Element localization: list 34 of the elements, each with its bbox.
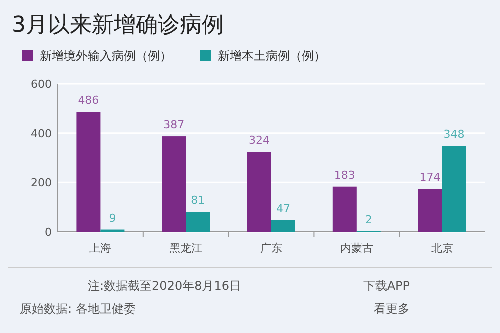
x-tick-label: 内蒙古 <box>340 242 374 255</box>
text: 注:数据截至2020年8月16日 <box>88 279 242 293</box>
x-tick-label: 北京 <box>431 242 454 255</box>
legend-label: 新增境外输入病例（例） <box>40 49 172 63</box>
legend-label: 新增本土病例（例） <box>218 49 326 63</box>
y-tick-label: 200 <box>31 176 52 190</box>
bar <box>186 212 210 232</box>
bar <box>332 186 357 232</box>
data-label: 387 <box>164 118 185 132</box>
text: 下载APP <box>363 279 410 293</box>
text: 原始数据: 各地卫健委 <box>20 302 136 316</box>
bar <box>418 189 442 232</box>
y-tick-label: 400 <box>31 127 52 140</box>
data-label: 2 <box>365 214 372 227</box>
x-tick-label: 黑龙江 <box>170 242 203 255</box>
text: 看更多 <box>374 302 410 316</box>
data-label: 174 <box>420 171 441 184</box>
data-label: 486 <box>78 94 100 108</box>
data-label: 324 <box>249 134 270 148</box>
bar <box>248 152 272 232</box>
data-label: 183 <box>334 168 356 182</box>
y-tick-label: 0 <box>45 226 52 239</box>
data-label: 348 <box>444 128 465 142</box>
data-label: 47 <box>276 202 290 216</box>
y-tick-label: 600 <box>31 78 52 91</box>
x-tick-label: 上海 <box>90 242 112 255</box>
x-tick-label: 广东 <box>260 242 282 255</box>
bar <box>442 146 466 232</box>
bar <box>272 220 296 232</box>
bar <box>162 136 186 232</box>
bar <box>76 112 101 232</box>
data-label: 9 <box>109 212 116 225</box>
chart-title: 3月以来新增确诊病例 <box>12 13 224 38</box>
data-label: 81 <box>191 194 206 208</box>
